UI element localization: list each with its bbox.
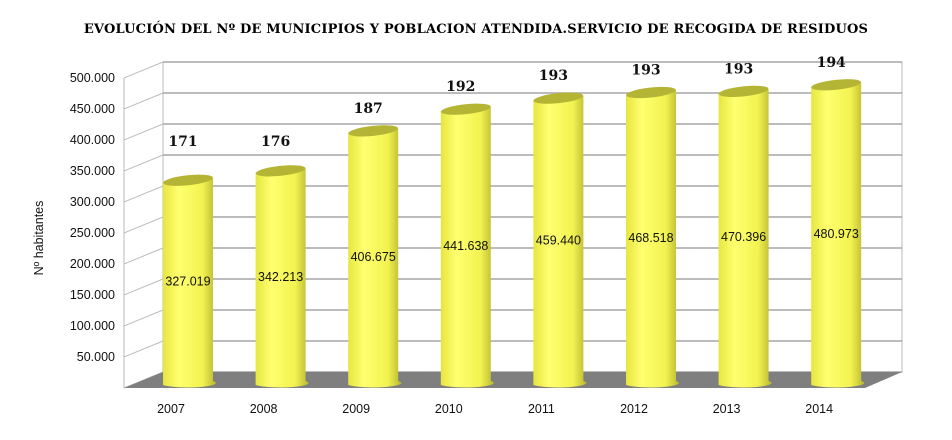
side-gridline (123, 247, 164, 265)
municipios-count-label: 194 (817, 55, 846, 71)
y-tick-label: 250.000 (70, 226, 115, 240)
bar-value-label: 406.675 (351, 250, 396, 264)
bar-2008: 342.213 176 2008 (250, 134, 309, 416)
x-tick-label: 2012 (620, 402, 648, 416)
bar-2014: 480.973 194 2014 (805, 55, 865, 416)
y-tick-label: 450.000 (70, 102, 115, 116)
y-tick-label: 350.000 (70, 164, 115, 178)
y-tick-label: 150.000 (70, 288, 115, 302)
side-gridline (123, 92, 164, 110)
bar-top (718, 85, 769, 97)
municipios-count-label: 193 (724, 61, 753, 77)
bar-top (811, 79, 862, 91)
bar-top (440, 103, 491, 115)
side-gridline (123, 340, 164, 358)
side-gridline (123, 61, 164, 79)
chart-title: EVOLUCIÓN DEL Nº DE MUNICIPIOS Y POBLACI… (83, 22, 869, 37)
bar-2007: 327.019 171 2007 (157, 134, 216, 416)
y-axis-label: Nº habitantes (32, 201, 46, 276)
bar-value-label: 480.973 (814, 227, 859, 241)
y-tick-label: 300.000 (70, 195, 115, 209)
x-tick-label: 2013 (713, 402, 741, 416)
side-gridline (123, 309, 164, 327)
x-tick-label: 2007 (157, 402, 185, 416)
bar-value-label: 470.396 (721, 230, 766, 244)
bar-value-label: 327.019 (165, 275, 210, 289)
bar-value-label: 441.638 (443, 239, 488, 253)
side-gridline (123, 185, 164, 203)
bar-2012: 468.518 193 2012 (620, 63, 679, 416)
bar-value-label: 459.440 (536, 234, 581, 248)
bar-top (255, 165, 306, 177)
municipios-count-label: 187 (354, 101, 383, 117)
bar-2013: 470.396 193 2013 (713, 61, 772, 416)
y-tick-label: 500.000 (70, 71, 115, 85)
bar-top (348, 125, 399, 137)
bar-top (626, 86, 676, 99)
bar-body (718, 89, 772, 388)
side-gridline (123, 123, 164, 141)
y-tick-label: 100.000 (70, 319, 115, 333)
x-tick-label: 2010 (435, 402, 463, 416)
municipios-count-label: 193 (631, 63, 660, 79)
y-tick-label: 200.000 (70, 257, 115, 271)
bar-2009: 406.675 187 2009 (342, 101, 402, 416)
municipios-count-label: 192 (446, 79, 475, 95)
bar-body (811, 82, 865, 388)
bar-value-label: 342.213 (258, 270, 303, 284)
x-tick-label: 2014 (805, 402, 833, 416)
bar-body (626, 90, 679, 388)
municipios-count-label: 171 (168, 134, 197, 150)
x-tick-label: 2011 (528, 402, 555, 416)
municipios-count-label: 193 (539, 68, 568, 84)
bar-top (163, 174, 213, 186)
x-tick-label: 2008 (250, 402, 278, 416)
bar-body (533, 96, 587, 388)
y-tick-label: 50.000 (77, 350, 115, 364)
side-gridline (123, 154, 164, 172)
floor (124, 372, 902, 388)
x-tick-label: 2009 (342, 402, 370, 416)
bar-body (440, 107, 494, 388)
bar-2011: 459.440 193 2011 (528, 68, 587, 416)
bar-body (163, 178, 216, 388)
y-tick-label: 400.000 (70, 133, 115, 147)
municipios-count-label: 176 (261, 134, 290, 150)
bar-2010: 441.638 192 2010 (435, 79, 494, 416)
bar-body (348, 128, 402, 388)
bar-body (255, 168, 309, 388)
bar-value-label: 468.518 (628, 231, 673, 245)
bar-top (533, 92, 584, 104)
side-gridline (123, 216, 164, 234)
side-gridline (123, 278, 164, 296)
